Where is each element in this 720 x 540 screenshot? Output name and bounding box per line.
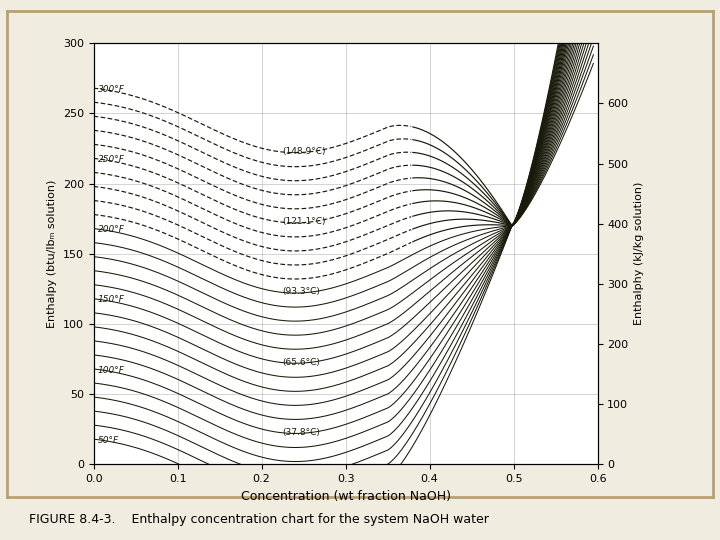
Text: 150°F: 150°F: [98, 295, 125, 305]
Text: 300°F: 300°F: [98, 85, 125, 94]
X-axis label: Concentration (wt fraction NaOH): Concentration (wt fraction NaOH): [240, 490, 451, 503]
Text: FIGURE 8.4-3.    Enthalpy concentration chart for the system NaOH water: FIGURE 8.4-3. Enthalpy concentration cha…: [29, 514, 489, 526]
Y-axis label: Enthalphy (kJ/kg solution): Enthalphy (kJ/kg solution): [634, 182, 644, 326]
Text: (65.6°C): (65.6°C): [283, 357, 320, 367]
Text: 50°F: 50°F: [98, 436, 119, 445]
Text: (37.8°C): (37.8°C): [283, 428, 320, 437]
Text: (121.1°C): (121.1°C): [283, 217, 326, 226]
Text: 100°F: 100°F: [98, 366, 125, 375]
Text: (148.9°C): (148.9°C): [283, 147, 326, 156]
Y-axis label: Enthalpy (btu/lbₘ solution): Enthalpy (btu/lbₘ solution): [48, 180, 57, 328]
Text: 200°F: 200°F: [98, 225, 125, 234]
Text: (93.3°C): (93.3°C): [283, 287, 320, 296]
Text: 250°F: 250°F: [98, 155, 125, 164]
